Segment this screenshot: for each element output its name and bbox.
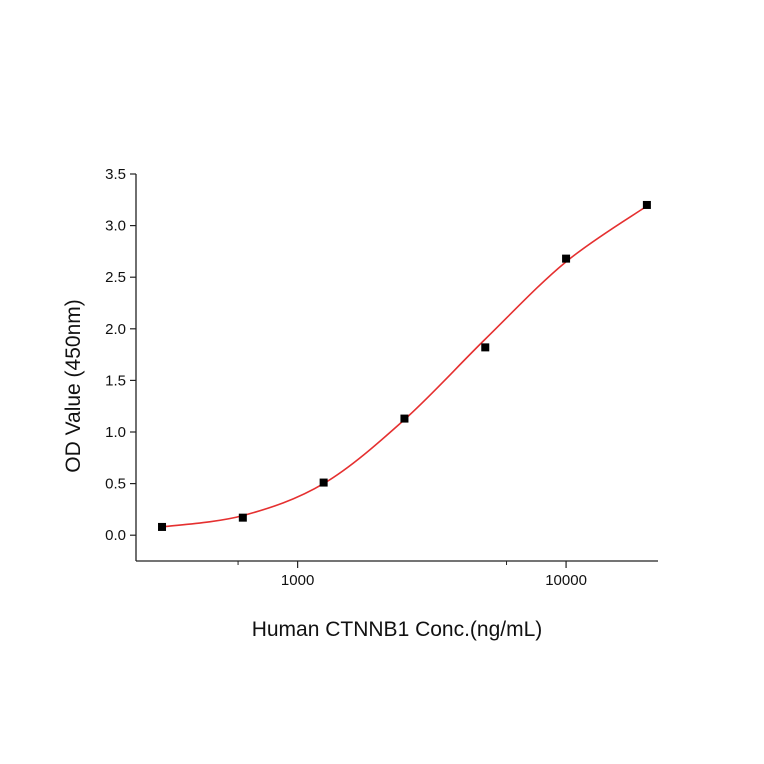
data-points-layer	[158, 200, 651, 531]
y-tick-label: 1.0	[105, 424, 126, 441]
y-tick-label: 1.5	[105, 372, 126, 389]
fit-curve-layer	[161, 205, 648, 528]
data-point-marker	[481, 343, 490, 352]
fit-curve-line	[161, 205, 648, 528]
x-axis-ticks: 1000 10000	[237, 561, 587, 589]
data-point-marker	[562, 254, 571, 263]
data-point-marker	[642, 200, 651, 209]
x-tick-label: 1000	[281, 572, 314, 589]
y-tick-label: 0.0	[105, 527, 126, 544]
x-axis-title: Human CTNNB1 Conc.(ng/mL)	[252, 618, 543, 641]
data-point-marker	[238, 513, 247, 522]
y-axis-ticks: 0.0 0.5 1.0 1.5 2.0 2.5 3.0 3.5	[105, 166, 136, 544]
y-tick-label: 0.5	[105, 476, 126, 493]
y-tick-label: 3.5	[105, 166, 126, 183]
y-tick-label: 2.5	[105, 269, 126, 286]
y-axis-title: OD Value (450nm)	[62, 299, 85, 473]
y-tick-label: 2.0	[105, 321, 126, 338]
data-point-marker	[400, 414, 409, 423]
x-tick-label: 10000	[545, 572, 587, 589]
data-point-marker	[158, 522, 167, 531]
plot-area	[135, 174, 658, 562]
y-tick-label: 3.0	[105, 218, 126, 235]
data-point-marker	[319, 478, 328, 487]
